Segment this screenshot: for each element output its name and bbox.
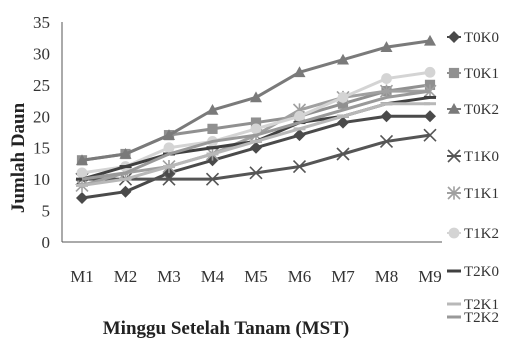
legend-label: T1K1 <box>464 186 499 202</box>
data-point <box>119 185 132 198</box>
legend-swatch <box>448 31 460 43</box>
x-tick-label: M6 <box>288 267 312 286</box>
data-point <box>424 66 436 78</box>
y-axis-title: Jumlah Daun <box>8 102 29 213</box>
data-point <box>337 116 349 129</box>
data-point <box>76 192 88 204</box>
series-T2K1 <box>76 102 436 187</box>
y-tick-label: 0 <box>42 233 51 252</box>
data-point <box>163 129 175 140</box>
series-T0K2 <box>76 34 436 166</box>
legend-label: T1K2 <box>464 226 499 242</box>
x-tick-label: M3 <box>157 267 181 286</box>
data-point <box>379 84 394 98</box>
data-point <box>76 154 88 166</box>
data-point <box>294 110 305 122</box>
legend-swatch <box>448 227 460 239</box>
legend-swatch <box>447 149 461 163</box>
x-axis-title: Minggu Setelah Tanam (MST) <box>103 318 350 339</box>
data-point <box>76 167 88 179</box>
data-point <box>162 172 176 186</box>
legend-item: T0K0 <box>447 30 499 46</box>
data-point <box>336 147 350 161</box>
legend-item: T2K0 <box>447 264 499 280</box>
legend-label: T2K2 <box>464 310 499 326</box>
data-point <box>250 141 262 154</box>
x-tick-labels: M1 M2 M3 M4 M5 M6 M7 M8 M9 <box>70 267 442 286</box>
y-tick-label: 10 <box>33 170 50 189</box>
y-tick-label: 20 <box>33 107 50 126</box>
data-point <box>205 172 220 186</box>
data-point <box>379 134 394 148</box>
series-T1K0 <box>75 128 437 186</box>
y-tick-label: 25 <box>33 76 50 95</box>
data-point <box>119 148 132 159</box>
y-tick-label: 15 <box>33 139 50 158</box>
data-point <box>163 142 175 154</box>
legend-item: T0K2 <box>447 102 499 118</box>
x-tick-label: M9 <box>418 267 442 286</box>
data-point <box>292 160 307 174</box>
legend-item: T1K2 <box>447 226 499 242</box>
series-T0K0 <box>76 110 436 204</box>
legend-item: T2K2 <box>447 310 499 326</box>
legend-swatch <box>447 186 461 200</box>
legend-item: T2K1 <box>447 297 499 313</box>
series-line <box>81 89 431 181</box>
plot-axes <box>61 22 442 243</box>
legend-label: T0K0 <box>464 30 499 46</box>
data-point <box>250 123 262 135</box>
data-point <box>293 129 306 142</box>
x-tick-label: M5 <box>244 267 268 286</box>
data-point <box>206 104 219 115</box>
legend-label: T0K1 <box>464 66 499 82</box>
series-layer <box>75 34 437 204</box>
data-point <box>250 91 262 103</box>
data-point <box>424 110 436 123</box>
legend-label: T2K1 <box>464 297 499 313</box>
legend-item: T1K0 <box>447 149 499 165</box>
legend-label: T2K0 <box>464 264 499 280</box>
legend-swatch <box>448 103 460 114</box>
y-tick-label: 30 <box>33 44 50 63</box>
legend-item: T1K1 <box>447 186 499 202</box>
data-point <box>337 53 349 65</box>
data-point <box>250 117 262 128</box>
y-tick-label: 35 <box>33 13 50 32</box>
y-tick-label: 5 <box>42 202 51 221</box>
x-tick-label: M1 <box>70 267 94 286</box>
data-point <box>380 41 393 52</box>
y-tick-labels: 0 5 10 15 20 25 30 35 <box>33 13 50 252</box>
legend-item: T0K1 <box>447 66 499 82</box>
legend-swatch <box>448 67 460 79</box>
data-point <box>293 66 306 78</box>
legend-label: T0K2 <box>464 102 499 118</box>
x-tick-label: M8 <box>375 267 399 286</box>
data-point <box>381 73 392 84</box>
data-point <box>337 92 349 103</box>
data-point <box>207 123 218 134</box>
legend-label: T1K0 <box>464 149 499 165</box>
x-tick-label: M7 <box>331 267 355 286</box>
data-point <box>380 110 393 123</box>
series-T1K2 <box>76 66 436 179</box>
data-point <box>249 166 263 180</box>
data-point <box>423 128 437 142</box>
x-tick-label: M2 <box>114 267 138 286</box>
x-tick-label: M4 <box>201 267 225 286</box>
series-T2K2 <box>81 89 431 181</box>
data-point <box>424 34 436 46</box>
